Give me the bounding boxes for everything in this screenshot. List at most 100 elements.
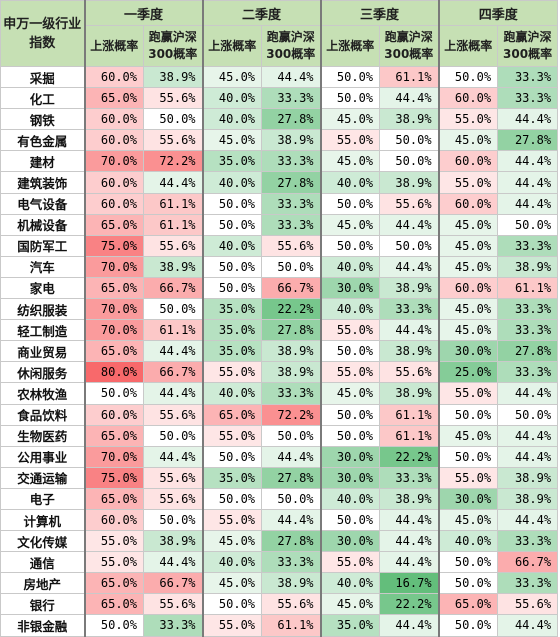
q3-beat-prob-header: 跑赢沪深300概率 <box>379 25 440 67</box>
q4-up-cell: 45.0% <box>437 129 499 152</box>
table-row: 文化传媒 55.0% 38.9% 45.0% 27.8% 30.0% 44.4% 40.0% 3… <box>0 530 559 553</box>
q4-beat-cell: 44.4% <box>497 614 559 637</box>
q2-up-cell: 55.0% <box>201 614 263 637</box>
q3-beat-cell: 50.0% <box>379 129 440 152</box>
q4-beat-cell: 44.4% <box>497 192 559 215</box>
q2-up-cell: 50.0% <box>201 593 263 616</box>
q2-up-cell: 45.0% <box>201 129 263 152</box>
q4-beat-cell: 66.7% <box>497 551 559 574</box>
q1-beat-cell: 50.0% <box>142 424 204 447</box>
q2-up-cell: 35.0% <box>201 298 263 321</box>
q1-up-cell: 55.0% <box>83 551 144 574</box>
industry-name-cell: 电子 <box>0 487 85 510</box>
q1-beat-cell: 50.0% <box>142 298 204 321</box>
q4-beat-cell: 44.4% <box>497 382 559 405</box>
q3-up-cell: 40.0% <box>319 298 381 321</box>
q3-beat-cell: 61.1% <box>379 424 440 447</box>
q3-up-cell: 35.0% <box>319 614 381 637</box>
table-row: 通信 55.0% 44.4% 40.0% 33.3% 55.0% 44.4% 50.0% 66.… <box>0 551 559 574</box>
table-row: 汽车 70.0% 38.9% 50.0% 50.0% 40.0% 44.4% 45.0% 38.… <box>0 255 559 278</box>
q1-up-cell: 70.0% <box>83 255 144 278</box>
q4-up-cell: 50.0% <box>437 572 499 595</box>
industry-name-cell: 采掘 <box>0 65 85 89</box>
q4-up-cell: 45.0% <box>437 508 499 532</box>
table-row: 食品饮料 60.0% 55.6% 65.0% 72.2% 50.0% 61.1% 50.0% 5… <box>0 403 559 426</box>
q2-beat-cell: 38.9% <box>261 129 322 152</box>
industry-name-cell: 纺织服装 <box>0 298 85 321</box>
industry-name-cell: 计算机 <box>0 508 85 532</box>
industry-index-header: 申万一级行业指数 <box>0 0 85 67</box>
q4-beat-cell: 27.8% <box>497 129 559 152</box>
q3-up-cell: 50.0% <box>319 234 381 257</box>
q1-beat-cell: 33.3% <box>142 614 204 637</box>
table-row: 非银金融 50.0% 33.3% 55.0% 61.1% 35.0% 44.4% 50.0% 4… <box>0 614 559 637</box>
industry-name-cell: 电气设备 <box>0 192 85 215</box>
industry-name-cell: 食品饮料 <box>0 403 85 426</box>
q4-up-cell: 25.0% <box>437 361 499 384</box>
industry-name-cell: 建材 <box>0 150 85 173</box>
q3-beat-cell: 44.4% <box>379 614 440 637</box>
q1-up-cell: 50.0% <box>83 382 144 405</box>
table-row: 房地产 65.0% 66.7% 45.0% 38.9% 40.0% 16.7% 50.0% 33… <box>0 572 559 595</box>
q2-up-cell: 40.0% <box>201 108 263 131</box>
q4-up-cell: 60.0% <box>437 276 499 300</box>
q1-up-cell: 70.0% <box>83 298 144 321</box>
q4-beat-cell: 44.4% <box>497 508 559 532</box>
q2-up-cell: 50.0% <box>201 276 263 300</box>
q4-up-cell: 45.0% <box>437 298 499 321</box>
q4-header: 四季度 <box>437 0 559 26</box>
q1-beat-cell: 44.4% <box>142 445 204 468</box>
q4-beat-cell: 33.3% <box>497 65 559 89</box>
q1-beat-cell: 61.1% <box>142 319 204 342</box>
table-row: 计算机 60.0% 50.0% 55.0% 44.4% 50.0% 44.4% 45.0% 44… <box>0 508 559 532</box>
q1-up-cell: 65.0% <box>83 87 144 110</box>
q3-up-cell: 40.0% <box>319 255 381 278</box>
q4-beat-cell: 33.3% <box>497 87 559 110</box>
q2-up-cell: 50.0% <box>201 192 263 215</box>
q4-up-cell: 40.0% <box>437 530 499 553</box>
q2-up-cell: 40.0% <box>201 234 263 257</box>
q2-beat-cell: 33.3% <box>261 551 322 574</box>
table-row: 家电 65.0% 66.7% 50.0% 66.7% 30.0% 38.9% 60.0% 61.… <box>0 276 559 300</box>
q3-beat-cell: 55.6% <box>379 361 440 384</box>
q2-beat-cell: 33.3% <box>261 382 322 405</box>
q2-beat-cell: 27.8% <box>261 530 322 553</box>
q3-up-cell: 30.0% <box>319 445 381 468</box>
q2-beat-cell: 50.0% <box>261 487 322 510</box>
industry-name-cell: 生物医药 <box>0 424 85 447</box>
q2-beat-cell: 44.4% <box>261 65 322 89</box>
q2-beat-cell: 55.6% <box>261 234 322 257</box>
industry-name-cell: 国防军工 <box>0 234 85 257</box>
q3-beat-cell: 61.1% <box>379 65 440 89</box>
industry-name-cell: 钢铁 <box>0 108 85 131</box>
q4-beat-cell: 50.0% <box>497 403 559 426</box>
industry-name-cell: 文化传媒 <box>0 530 85 553</box>
q4-beat-cell: 44.4% <box>497 108 559 131</box>
q4-up-cell: 50.0% <box>437 403 499 426</box>
q2-beat-cell: 33.3% <box>261 192 322 215</box>
q2-up-cell: 40.0% <box>201 382 263 405</box>
q3-up-cell: 50.0% <box>319 340 381 363</box>
q3-beat-cell: 38.9% <box>379 108 440 131</box>
table-row: 公用事业 70.0% 44.4% 50.0% 44.4% 30.0% 22.2% 50.0% 4… <box>0 445 559 468</box>
q2-beat-cell: 72.2% <box>261 403 322 426</box>
q3-beat-cell: 44.4% <box>379 530 440 553</box>
q1-beat-cell: 55.6% <box>142 403 204 426</box>
q1-beat-cell: 61.1% <box>142 192 204 215</box>
q3-beat-cell: 50.0% <box>379 150 440 173</box>
q1-beat-cell: 72.2% <box>142 150 204 173</box>
industry-name-cell: 公用事业 <box>0 445 85 468</box>
q3-up-prob-header: 上涨概率 <box>319 25 381 67</box>
industry-name-cell: 汽车 <box>0 255 85 278</box>
q4-up-cell: 45.0% <box>437 424 499 447</box>
q2-beat-cell: 38.9% <box>261 340 322 363</box>
q4-up-cell: 55.0% <box>437 108 499 131</box>
q4-beat-cell: 55.6% <box>497 593 559 616</box>
q3-beat-cell: 55.6% <box>379 192 440 215</box>
q1-up-prob-header: 上涨概率 <box>83 25 144 67</box>
q2-up-prob-header: 上涨概率 <box>201 25 263 67</box>
q2-beat-cell: 27.8% <box>261 108 322 131</box>
table-row: 生物医药 65.0% 50.0% 55.0% 50.0% 50.0% 61.1% 45.0% 4… <box>0 424 559 447</box>
q3-up-cell: 50.0% <box>319 192 381 215</box>
